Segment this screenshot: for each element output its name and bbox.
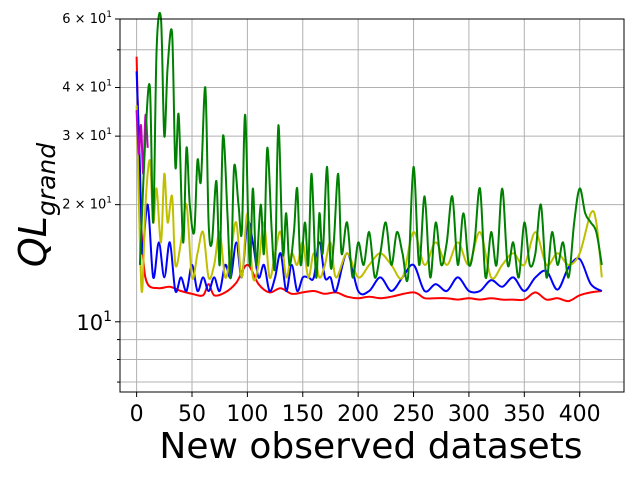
x-tick-label: 50 <box>178 402 206 427</box>
y-axis-label-main: QL <box>11 216 55 267</box>
y-axis-label: QLgrand <box>11 143 61 267</box>
series-group <box>135 11 603 303</box>
y-axis-label-sub: grand <box>32 143 61 216</box>
x-axis-label: New observed datasets <box>159 426 582 467</box>
x-tick-label: 350 <box>503 402 545 427</box>
x-tick-label: 300 <box>448 402 490 427</box>
y-axis-ticks: 101 2 × 101 3 × 101 4 × 101 6 × 101 <box>62 10 120 383</box>
series-line-1 <box>135 71 603 296</box>
x-axis-ticks: 0 50 100 150 200 250 300 350 400 <box>130 392 601 427</box>
series-line-4 <box>138 11 603 282</box>
x-tick-label: 150 <box>282 402 324 427</box>
y-tick-label: 2 × 101 <box>62 196 112 213</box>
x-tick-label: 400 <box>559 402 601 427</box>
x-tick-label: 100 <box>226 402 268 427</box>
x-tick-label: 200 <box>337 402 379 427</box>
series-line-0 <box>135 56 602 303</box>
y-tick-label: 3 × 101 <box>62 127 112 144</box>
y-tick-label: 101 <box>76 309 112 335</box>
y-tick-label: 4 × 101 <box>62 79 112 96</box>
y-tick-label: 6 × 101 <box>62 10 112 27</box>
plot-frame <box>119 18 625 393</box>
x-tick-label: 250 <box>393 402 435 427</box>
x-tick-label: 0 <box>130 402 144 427</box>
